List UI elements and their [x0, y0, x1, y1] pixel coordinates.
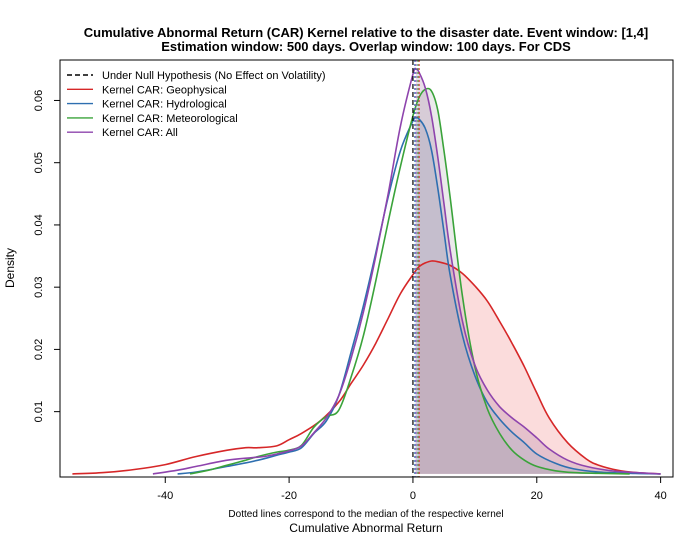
y-axis-label: Density: [3, 248, 17, 288]
legend-label: Under Null Hypothesis (No Effect on Vola…: [102, 70, 326, 82]
legend-label: Kernel CAR: Geophysical: [102, 84, 227, 96]
x-axis: -40 -20 0 20 40: [157, 476, 667, 502]
y-tick-label: 0.04: [33, 214, 45, 235]
median-note: Dotted lines correspond to the median of…: [228, 509, 503, 520]
legend: Under Null Hypothesis (No Effect on Vola…: [67, 70, 326, 139]
legend-label: Kernel CAR: All: [102, 127, 178, 139]
x-tick-label: -20: [281, 490, 297, 502]
x-axis-label: Cumulative Abnormal Return: [289, 521, 442, 535]
reference-lines: [412, 60, 420, 477]
y-tick-label: 0.03: [33, 276, 45, 297]
density-fills: [414, 69, 661, 474]
fill-series-0: [419, 260, 661, 474]
legend-label: Kernel CAR: Hydrological: [102, 99, 227, 111]
y-axis: 0.01 0.02 0.03 0.04 0.05 0.06: [33, 90, 61, 422]
chart-subtitle: Estimation window: 500 days. Overlap win…: [161, 39, 571, 54]
x-tick-label: 20: [531, 490, 543, 502]
x-tick-label: -40: [157, 490, 173, 502]
y-tick-label: 0.05: [33, 152, 45, 173]
curve-series-2: [189, 87, 630, 475]
fill-series-2: [417, 88, 630, 474]
x-tick-label: 0: [410, 490, 416, 502]
curve-series-1: [177, 116, 661, 475]
fill-series-1: [414, 117, 661, 474]
y-tick-label: 0.06: [33, 90, 45, 111]
y-tick-label: 0.02: [33, 339, 45, 360]
fill-series-3: [416, 69, 661, 474]
chart-title: Cumulative Abnormal Return (CAR) Kernel …: [84, 25, 648, 40]
x-tick-label: 40: [654, 490, 666, 502]
y-tick-label: 0.01: [33, 401, 45, 422]
curve-series-3: [152, 67, 661, 475]
legend-label: Kernel CAR: Meteorological: [102, 113, 238, 125]
